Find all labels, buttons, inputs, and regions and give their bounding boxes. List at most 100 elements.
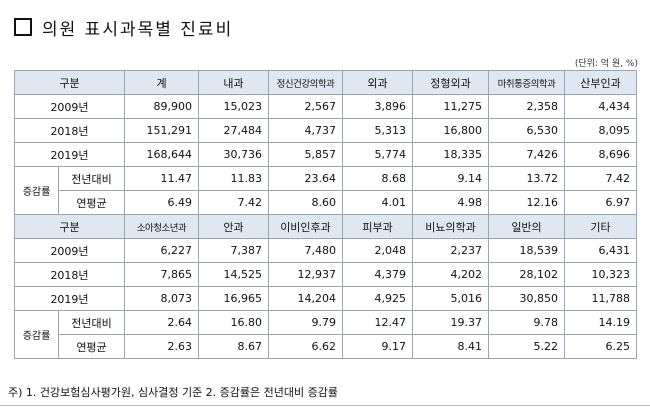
table-cell: 5,857: [268, 142, 343, 167]
table-cell: 9.78: [488, 310, 565, 335]
table-cell: 12.16: [488, 190, 565, 215]
table-cell: 15,023: [198, 94, 269, 119]
row-label: 2009년: [14, 94, 125, 119]
table-cell: 30,736: [198, 142, 269, 167]
column-header: 피부과: [342, 214, 413, 239]
table-cell: 2,358: [488, 94, 565, 119]
table-cell: 30,850: [488, 286, 565, 311]
header-row: 구분 소아청소년과 안과 이비인후과 피부과 비뇨의학과 일반의 기타: [14, 214, 637, 239]
table-cell: 2,237: [412, 238, 489, 263]
table-cell: 11,788: [564, 286, 637, 311]
table-cell: 2.64: [124, 310, 199, 335]
table-cell: 6,227: [124, 238, 199, 263]
table-cell: 4,925: [342, 286, 413, 311]
table-cell: 14,204: [268, 286, 343, 311]
table-cell: 12,937: [268, 262, 343, 287]
table-cell: 7,387: [198, 238, 269, 263]
corner-header: 구분: [14, 214, 125, 239]
table-cell: 168,644: [124, 142, 199, 167]
column-header: 산부인과: [564, 70, 637, 95]
column-header: 일반의: [488, 214, 565, 239]
table-cell: 7,480: [268, 238, 343, 263]
column-header: 기타: [564, 214, 637, 239]
table-cell: 12.47: [342, 310, 413, 335]
page-title: 의원 표시과목별 진료비: [42, 19, 234, 40]
year-row: 2009년 89,900 15,023 2,567 3,896 11,275 2,358 4,…: [14, 94, 637, 119]
table-cell: 9.14: [412, 166, 489, 191]
table-cell: 18,335: [412, 142, 489, 167]
table-cell: 6,431: [564, 238, 637, 263]
group-label: 증감률: [14, 166, 59, 215]
table-cell: 151,291: [124, 118, 199, 143]
table-cell: 19.37: [412, 310, 489, 335]
table-cell: 6.25: [564, 334, 637, 359]
table-cell: 8.67: [198, 334, 269, 359]
table-cell: 14.19: [564, 310, 637, 335]
growth-row: 증감률 전년대비 2.64 16.80 9.79 12.47 19.37 9.78 14.19: [14, 310, 637, 359]
row-label: 2018년: [14, 118, 125, 143]
table-cell: 16.80: [198, 310, 269, 335]
table-cell: 7.42: [198, 190, 269, 215]
table-cell: 11.47: [124, 166, 199, 191]
table-cell: 8,696: [564, 142, 637, 167]
expense-table: 구분 계 내과 정신건강의학과 외과 정형외과 마취통증의학과 산부인과 2009년 89,900…: [14, 70, 637, 359]
table-cell: 28,102: [488, 262, 565, 287]
table-cell: 10,323: [564, 262, 637, 287]
growth-row: 증감률 전년대비 11.47 11.83 23.64 8.68 9.14 13.72 7.42: [14, 166, 637, 215]
table-cell: 8.60: [268, 190, 343, 215]
table-cell: 11.83: [198, 166, 269, 191]
table-cell: 4.98: [412, 190, 489, 215]
year-row: 2019년 8,073 16,965 14,204 4,925 5,016 30,850 11…: [14, 286, 637, 311]
table-cell: 16,800: [412, 118, 489, 143]
table-cell: 3,896: [342, 94, 413, 119]
footnote: 주) 1. 건강보험심사평가원, 심사결정 기준 2. 증감률은 전년대비 증감…: [8, 386, 338, 399]
table-cell: 4,379: [342, 262, 413, 287]
row-label: 전년대비: [58, 310, 125, 335]
row-label: 연평균: [58, 190, 125, 215]
table-cell: 16,965: [198, 286, 269, 311]
column-header: 소아청소년과: [124, 214, 199, 239]
growth-row: 연평균 6.49 7.42 8.60 4.01 4.98 12.16 6.97: [15, 190, 637, 215]
table-cell: 6.49: [124, 190, 199, 215]
table-cell: 2,048: [342, 238, 413, 263]
table-cell: 8.68: [342, 166, 413, 191]
table-cell: 7,426: [488, 142, 565, 167]
table-cell: 4,434: [564, 94, 637, 119]
table-cell: 5,313: [342, 118, 413, 143]
table-cell: 7.42: [564, 166, 637, 191]
row-label: 2018년: [14, 262, 125, 287]
column-header: 비뇨의학과: [412, 214, 489, 239]
column-header: 이비인후과: [268, 214, 343, 239]
column-header: 정신건강의학과: [268, 70, 343, 95]
year-row: 2018년 151,291 27,484 4,737 5,313 16,800 6,530 8…: [14, 118, 637, 143]
table-cell: 18,539: [488, 238, 565, 263]
row-label: 2019년: [14, 142, 125, 167]
table-cell: 2,567: [268, 94, 343, 119]
table-cell: 7,865: [124, 262, 199, 287]
table-cell: 6,530: [488, 118, 565, 143]
table-cell: 13.72: [488, 166, 565, 191]
table-cell: 6.62: [268, 334, 343, 359]
table-cell: 23.64: [268, 166, 343, 191]
table-cell: 4.01: [342, 190, 413, 215]
unit-label: (단위: 억 원, %): [574, 59, 638, 69]
table-cell: 14,525: [198, 262, 269, 287]
column-header: 정형외과: [412, 70, 489, 95]
table-cell: 4,202: [412, 262, 489, 287]
corner-header: 구분: [14, 70, 125, 95]
column-header: 내과: [198, 70, 269, 95]
growth-row: 연평균 2.63 8.67 6.62 9.17 8.41 5.22 6.25: [15, 334, 637, 359]
row-label: 2019년: [14, 286, 125, 311]
year-row: 2019년 168,644 30,736 5,857 5,774 18,335 7,426 8…: [14, 142, 637, 167]
title-row: 의원 표시과목별 진료비: [14, 14, 233, 40]
table-cell: 5.22: [488, 334, 565, 359]
table-cell: 27,484: [198, 118, 269, 143]
table-cell: 6.97: [564, 190, 637, 215]
table-cell: 11,275: [412, 94, 489, 119]
column-header: 안과: [198, 214, 269, 239]
table-cell: 8,095: [564, 118, 637, 143]
column-header: 마취통증의학과: [488, 70, 565, 95]
column-header: 외과: [342, 70, 413, 95]
table-cell: 9.17: [342, 334, 413, 359]
row-label: 연평균: [58, 334, 125, 359]
